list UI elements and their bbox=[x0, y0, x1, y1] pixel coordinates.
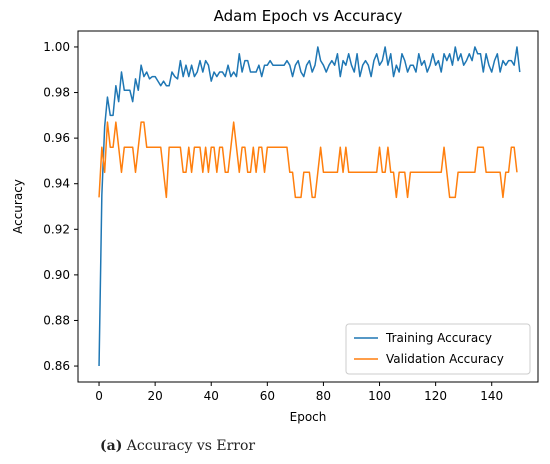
plot-frame bbox=[77, 30, 539, 383]
caption-label: (a) bbox=[100, 438, 123, 454]
y-tick-label: 0.92 bbox=[43, 222, 70, 236]
x-axis-label: Epoch bbox=[290, 410, 327, 424]
legend-box bbox=[345, 323, 531, 375]
x-tick-label: 20 bbox=[147, 389, 162, 403]
x-tick-label: 60 bbox=[260, 389, 275, 403]
x-tick-label: 80 bbox=[316, 389, 331, 403]
series-line-training bbox=[98, 46, 521, 367]
x-tick-label: 140 bbox=[480, 389, 503, 403]
y-tick-label: 0.94 bbox=[43, 177, 70, 191]
chart-title: Adam Epoch vs Accuracy bbox=[214, 7, 403, 25]
y-tick-label: 0.98 bbox=[43, 86, 70, 100]
series-line-validation bbox=[98, 121, 518, 199]
y-tick-label: 0.86 bbox=[43, 359, 70, 373]
y-tick-label: 1.00 bbox=[43, 40, 70, 54]
caption-text: Accuracy vs Error bbox=[126, 438, 256, 454]
legend-label: Validation Accuracy bbox=[386, 352, 504, 366]
x-tick-label: 40 bbox=[204, 389, 219, 403]
accuracy-chart: 0 20 40 60 80 100 120 140 0.86 0.88 0.90 0.92 0.94 0.… bbox=[11, 7, 539, 424]
y-tick-label: 0.96 bbox=[43, 131, 70, 145]
y-tick-label: 0.90 bbox=[43, 268, 70, 282]
y-axis-label: Accuracy bbox=[11, 179, 25, 234]
x-tick-label: 120 bbox=[424, 389, 447, 403]
figure-caption: (a) Accuracy vs Error bbox=[100, 438, 255, 454]
x-tick-label: 0 bbox=[95, 389, 103, 403]
y-tick-label: 0.88 bbox=[43, 313, 70, 327]
x-tick-label: 100 bbox=[368, 389, 391, 403]
legend-label: Training Accuracy bbox=[385, 331, 492, 345]
